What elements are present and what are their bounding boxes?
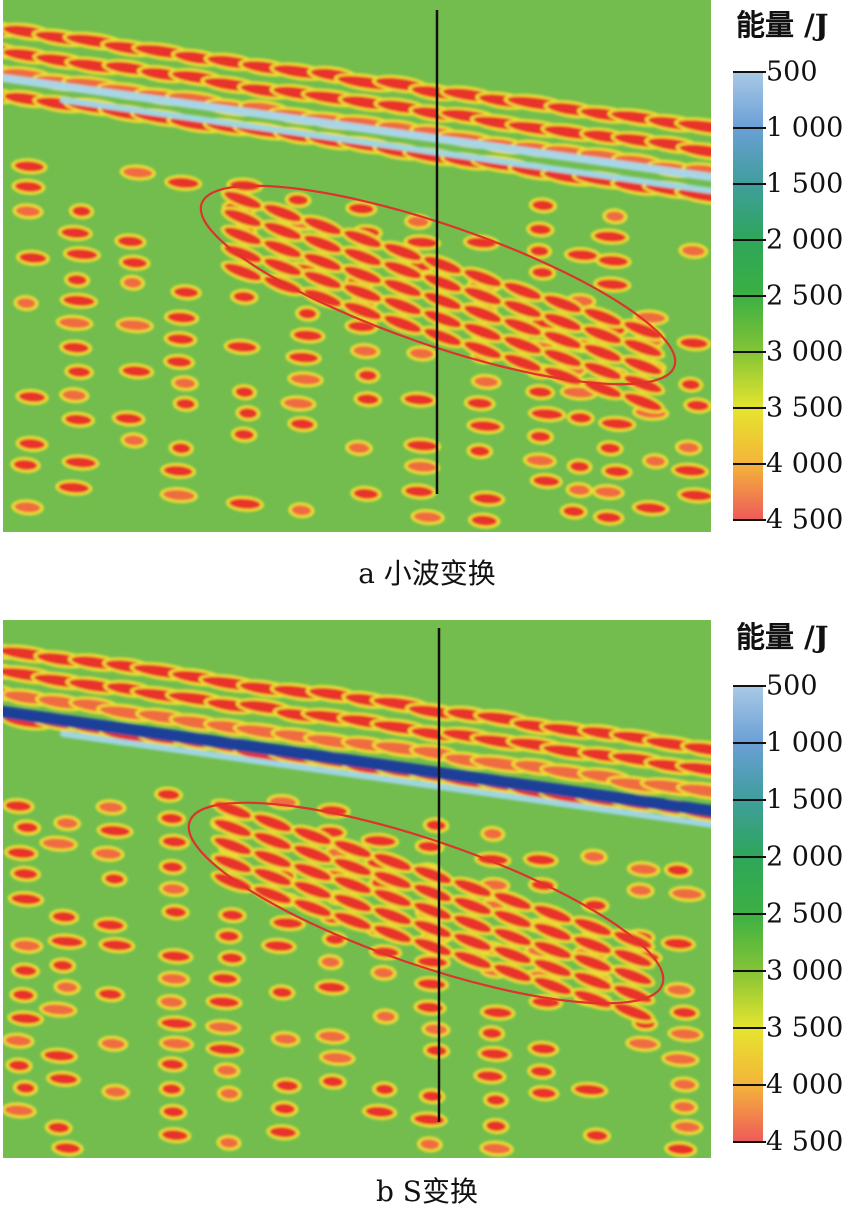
colorbar-tick-label: 2 500 (766, 280, 844, 312)
colorbar-tick-mark (733, 856, 766, 858)
colorbar-tick-label: 2 000 (766, 841, 844, 873)
colorbar-tick-label: 1 500 (766, 168, 844, 200)
colorbar-tick-mark (733, 1141, 766, 1143)
colorbar-tick-label: 3 500 (766, 392, 844, 424)
colorbar-tick-label: 4 500 (766, 1126, 844, 1158)
heatmap-plot (3, 620, 711, 1158)
highlight-ellipse (187, 801, 665, 1005)
colorbar-title: 能量 /J (736, 620, 829, 654)
colorbar-tick-label: 1 000 (766, 112, 844, 144)
colorbar-tick-mark (733, 1084, 766, 1086)
colorbar-tick-label: 3 000 (766, 336, 844, 368)
colorbar-tick-mark (733, 183, 766, 185)
colorbar-tick-label: 4 000 (766, 448, 844, 480)
colorbar-tick-mark (733, 685, 766, 687)
colorbar-tick-label: 3 000 (766, 955, 844, 987)
colorbar-tick-label: 1 500 (766, 784, 844, 816)
colorbar-tick-label: 2 000 (766, 224, 844, 256)
colorbar-tick-label: 1 000 (766, 727, 844, 759)
colorbar-tick-label: 3 500 (766, 1012, 844, 1044)
colorbar-tick-mark (733, 742, 766, 744)
heatmap-svg (3, 0, 711, 532)
colorbar-tick-mark (733, 463, 766, 465)
colorbar-tick-mark (733, 239, 766, 241)
colorbar-tick-mark (733, 913, 766, 915)
colorbar-tick-label: 500 (766, 56, 818, 88)
colorbar-tick-mark (733, 295, 766, 297)
colorbar-tick-mark (733, 127, 766, 129)
colorbar-tick-mark (733, 799, 766, 801)
heatmap-svg (3, 620, 711, 1158)
colorbar-tick-label: 4 500 (766, 504, 844, 536)
panel-wavelet: 能量 /J 500 1 000 1 500 2 000 2 500 3 000 3 500 4… (0, 0, 854, 600)
colorbar-tick-mark (733, 407, 766, 409)
figure-caption: b S变换 (375, 1175, 478, 1208)
highlight-ellipse (199, 184, 677, 386)
colorbar-tick-label: 500 (766, 670, 818, 702)
colorbar-tick-mark (733, 519, 766, 521)
colorbar-ticks: 500 1 000 1 500 2 000 2 500 3 000 3 500 4 000 4 … (733, 673, 854, 1156)
colorbar-tick-label: 4 000 (766, 1069, 844, 1101)
heatmap-plot (3, 0, 711, 532)
colorbar-title: 能量 /J (736, 8, 829, 42)
colorbar-tick-mark (733, 970, 766, 972)
colorbar-tick-mark (733, 1027, 766, 1029)
colorbar-tick-label: 2 500 (766, 898, 844, 930)
colorbar-ticks: 500 1 000 1 500 2 000 2 500 3 000 3 500 4 000 4 … (733, 59, 854, 534)
heatmap-cells (3, 641, 711, 1158)
colorbar-tick-mark (733, 351, 766, 353)
panel-s-transform: 能量 /J 500 1 000 1 500 2 000 2 500 3 000 3 500 4… (0, 612, 854, 1208)
figure-caption: a 小波变换 (358, 557, 496, 590)
heatmap-cells (3, 19, 711, 529)
colorbar-tick-mark (733, 71, 766, 73)
